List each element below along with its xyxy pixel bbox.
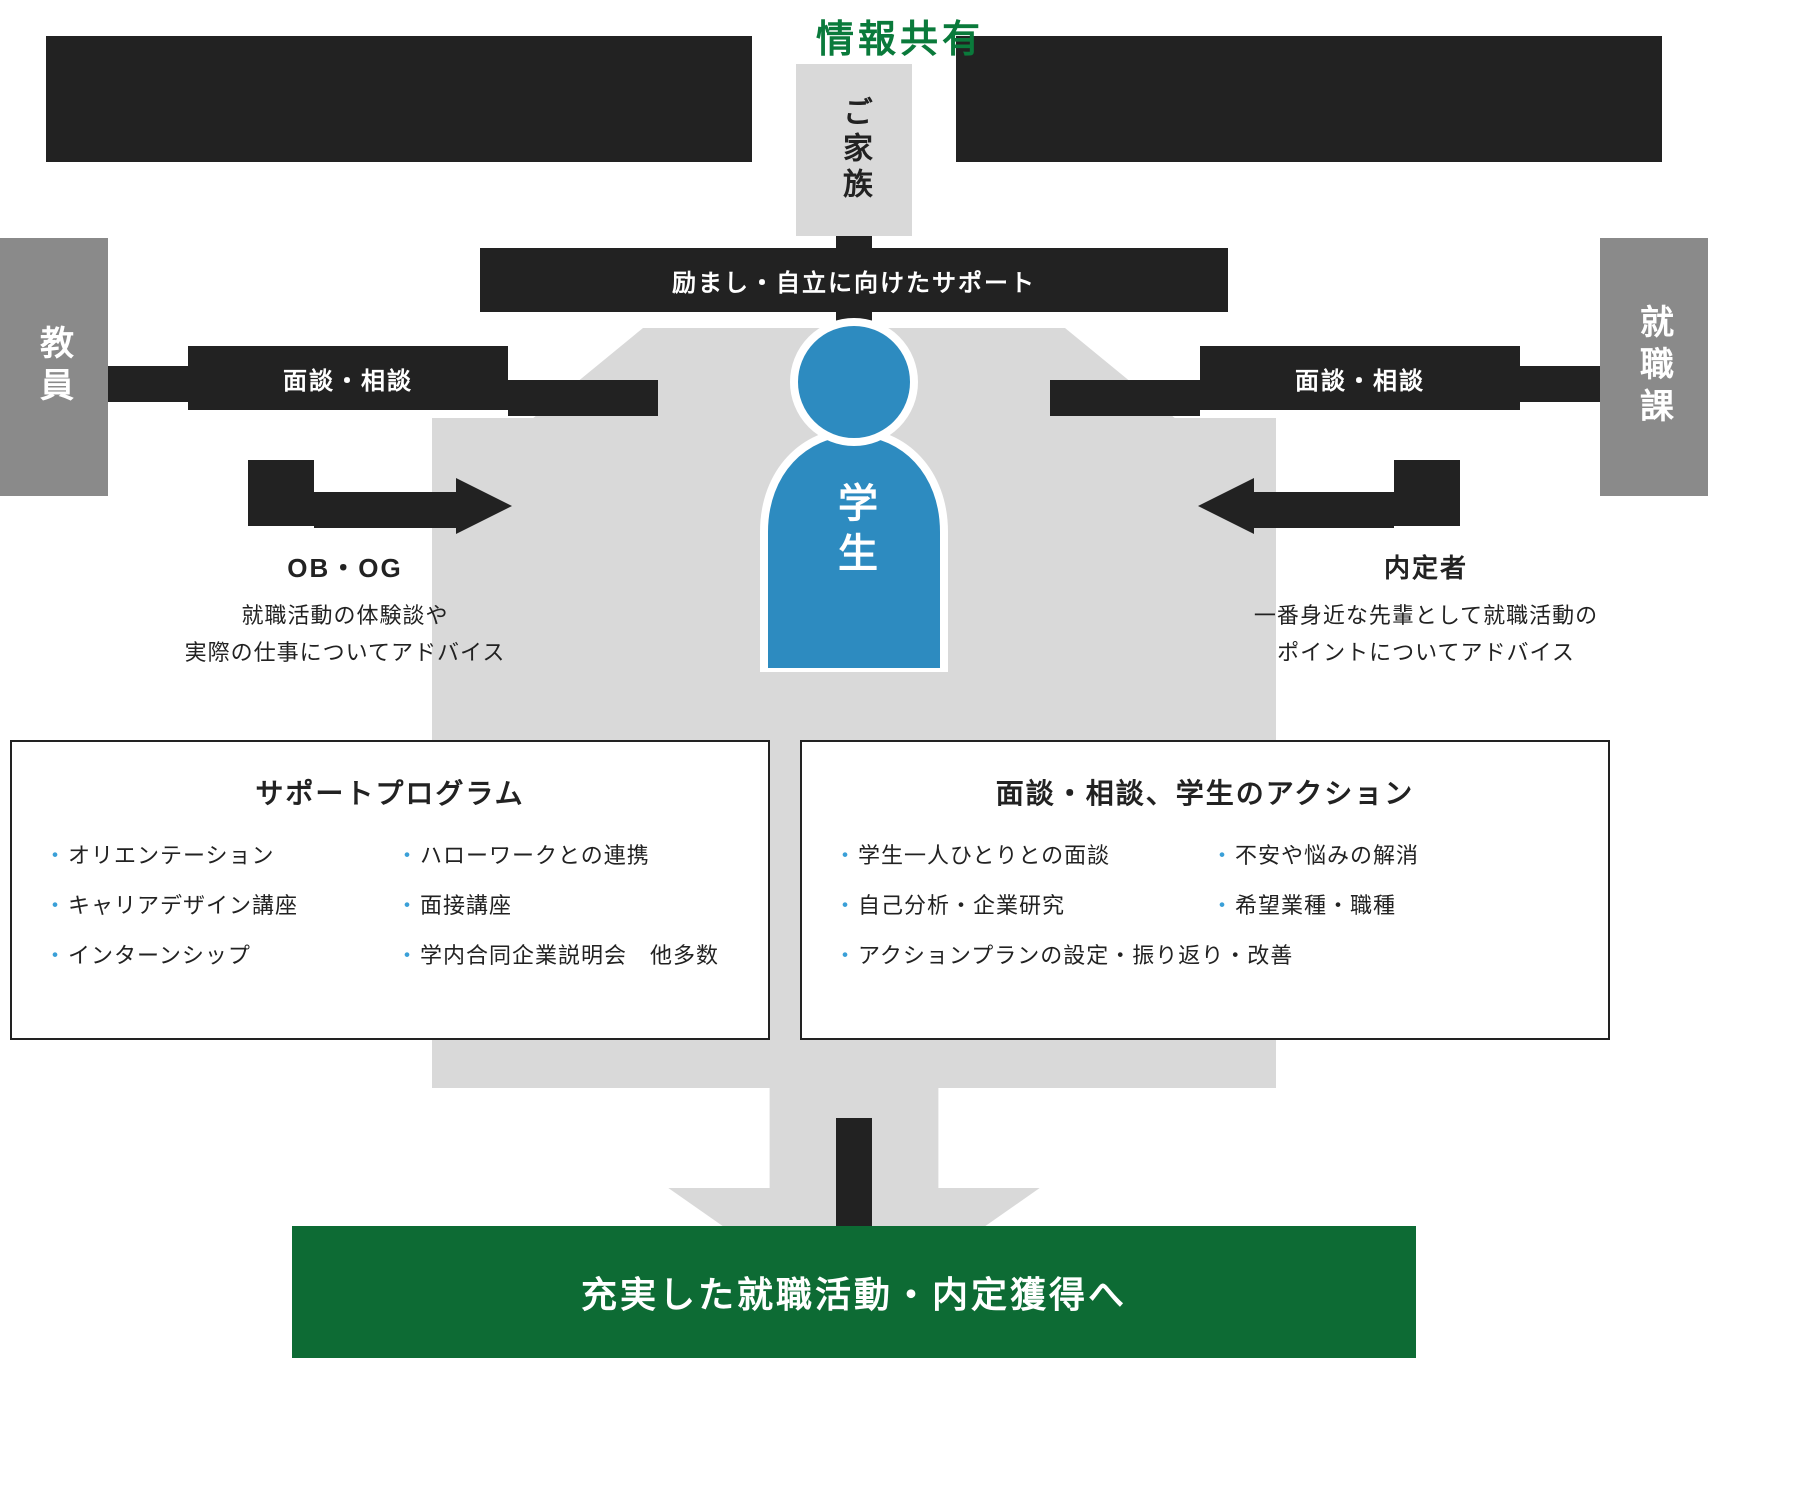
card-student-action-title: 面談・相談、学生のアクション [838,772,1572,812]
naitei-block [1394,460,1460,526]
teacher-box: 教員 [0,238,108,496]
card-support-program-item: キャリアデザイン講座 [48,888,380,920]
obog-block [248,460,314,526]
obog-text: OB・OG 就職活動の体験談や実際の仕事についてアドバイス [180,548,510,672]
naitei-arrow-icon [1198,478,1254,534]
naitei-line1: 一番身近な先輩として就職活動の [1196,597,1656,634]
card-support-program-item: ハローワークとの連携 [400,838,732,870]
obog-heading: OB・OG [180,548,510,585]
card-support-program: サポートプログラムオリエンテーションハローワークとの連携キャリアデザイン講座面接… [10,740,770,1040]
naitei-heading: 内定者 [1196,548,1656,585]
card-student-action-item: 不安や悩みの解消 [1215,838,1572,870]
obog-arrow-icon [456,478,512,534]
student-icon: 学生 [754,312,954,672]
card-student-action-item: 自己分析・企業研究 [838,888,1195,920]
family-label: ご家族 [832,96,876,204]
family-box: ご家族 [796,64,912,236]
obog-line1: 就職活動の体験談や [180,597,510,634]
consult-right-connector [1050,380,1200,416]
card-support-program-item: インターンシップ [48,938,380,970]
card-support-program-item: 面接講座 [400,888,732,920]
naitei-text: 内定者一番身近な先輩として就職活動のポイントについてアドバイス [1196,548,1656,672]
card-student-action-item: アクションプランの設定・振り返り・改善 [838,938,1572,970]
career-box: 就職課 [1600,238,1708,496]
consult-right: 面談・相談 [1200,346,1520,410]
career-label: 就職課 [1630,304,1679,430]
teacher-label: 教員 [30,325,79,409]
support-bar: 励まし・自立に向けたサポート [480,248,1228,312]
student-label: 学生 [825,482,883,582]
card-support-program-item: オリエンテーション [48,838,380,870]
card-support-program-item: 学内合同企業説明会 他多数 [400,938,732,970]
card-student-action-item: 学生一人ひとりとの面談 [838,838,1195,870]
bottom-banner: 充実した就職活動・内定獲得へ [292,1226,1416,1358]
teacher-connector [108,366,188,402]
card-student-action-item: 希望業種・職種 [1215,888,1572,920]
consult-left-connector [508,380,658,416]
card-student-action: 面談・相談、学生のアクション学生一人ひとりとの面談不安や悩みの解消自己分析・企業… [800,740,1610,1040]
naitei-line2: ポイントについてアドバイス [1196,634,1656,671]
title-info-share: 情報共有 [0,8,1800,60]
card-support-program-title: サポートプログラム [48,772,732,812]
obog-line2: 実際の仕事についてアドバイス [180,634,510,671]
naitei-connector [1244,492,1394,528]
consult-left: 面談・相談 [188,346,508,410]
career-connector [1520,366,1600,402]
obog-connector [314,492,464,528]
down-connector [836,1118,872,1228]
